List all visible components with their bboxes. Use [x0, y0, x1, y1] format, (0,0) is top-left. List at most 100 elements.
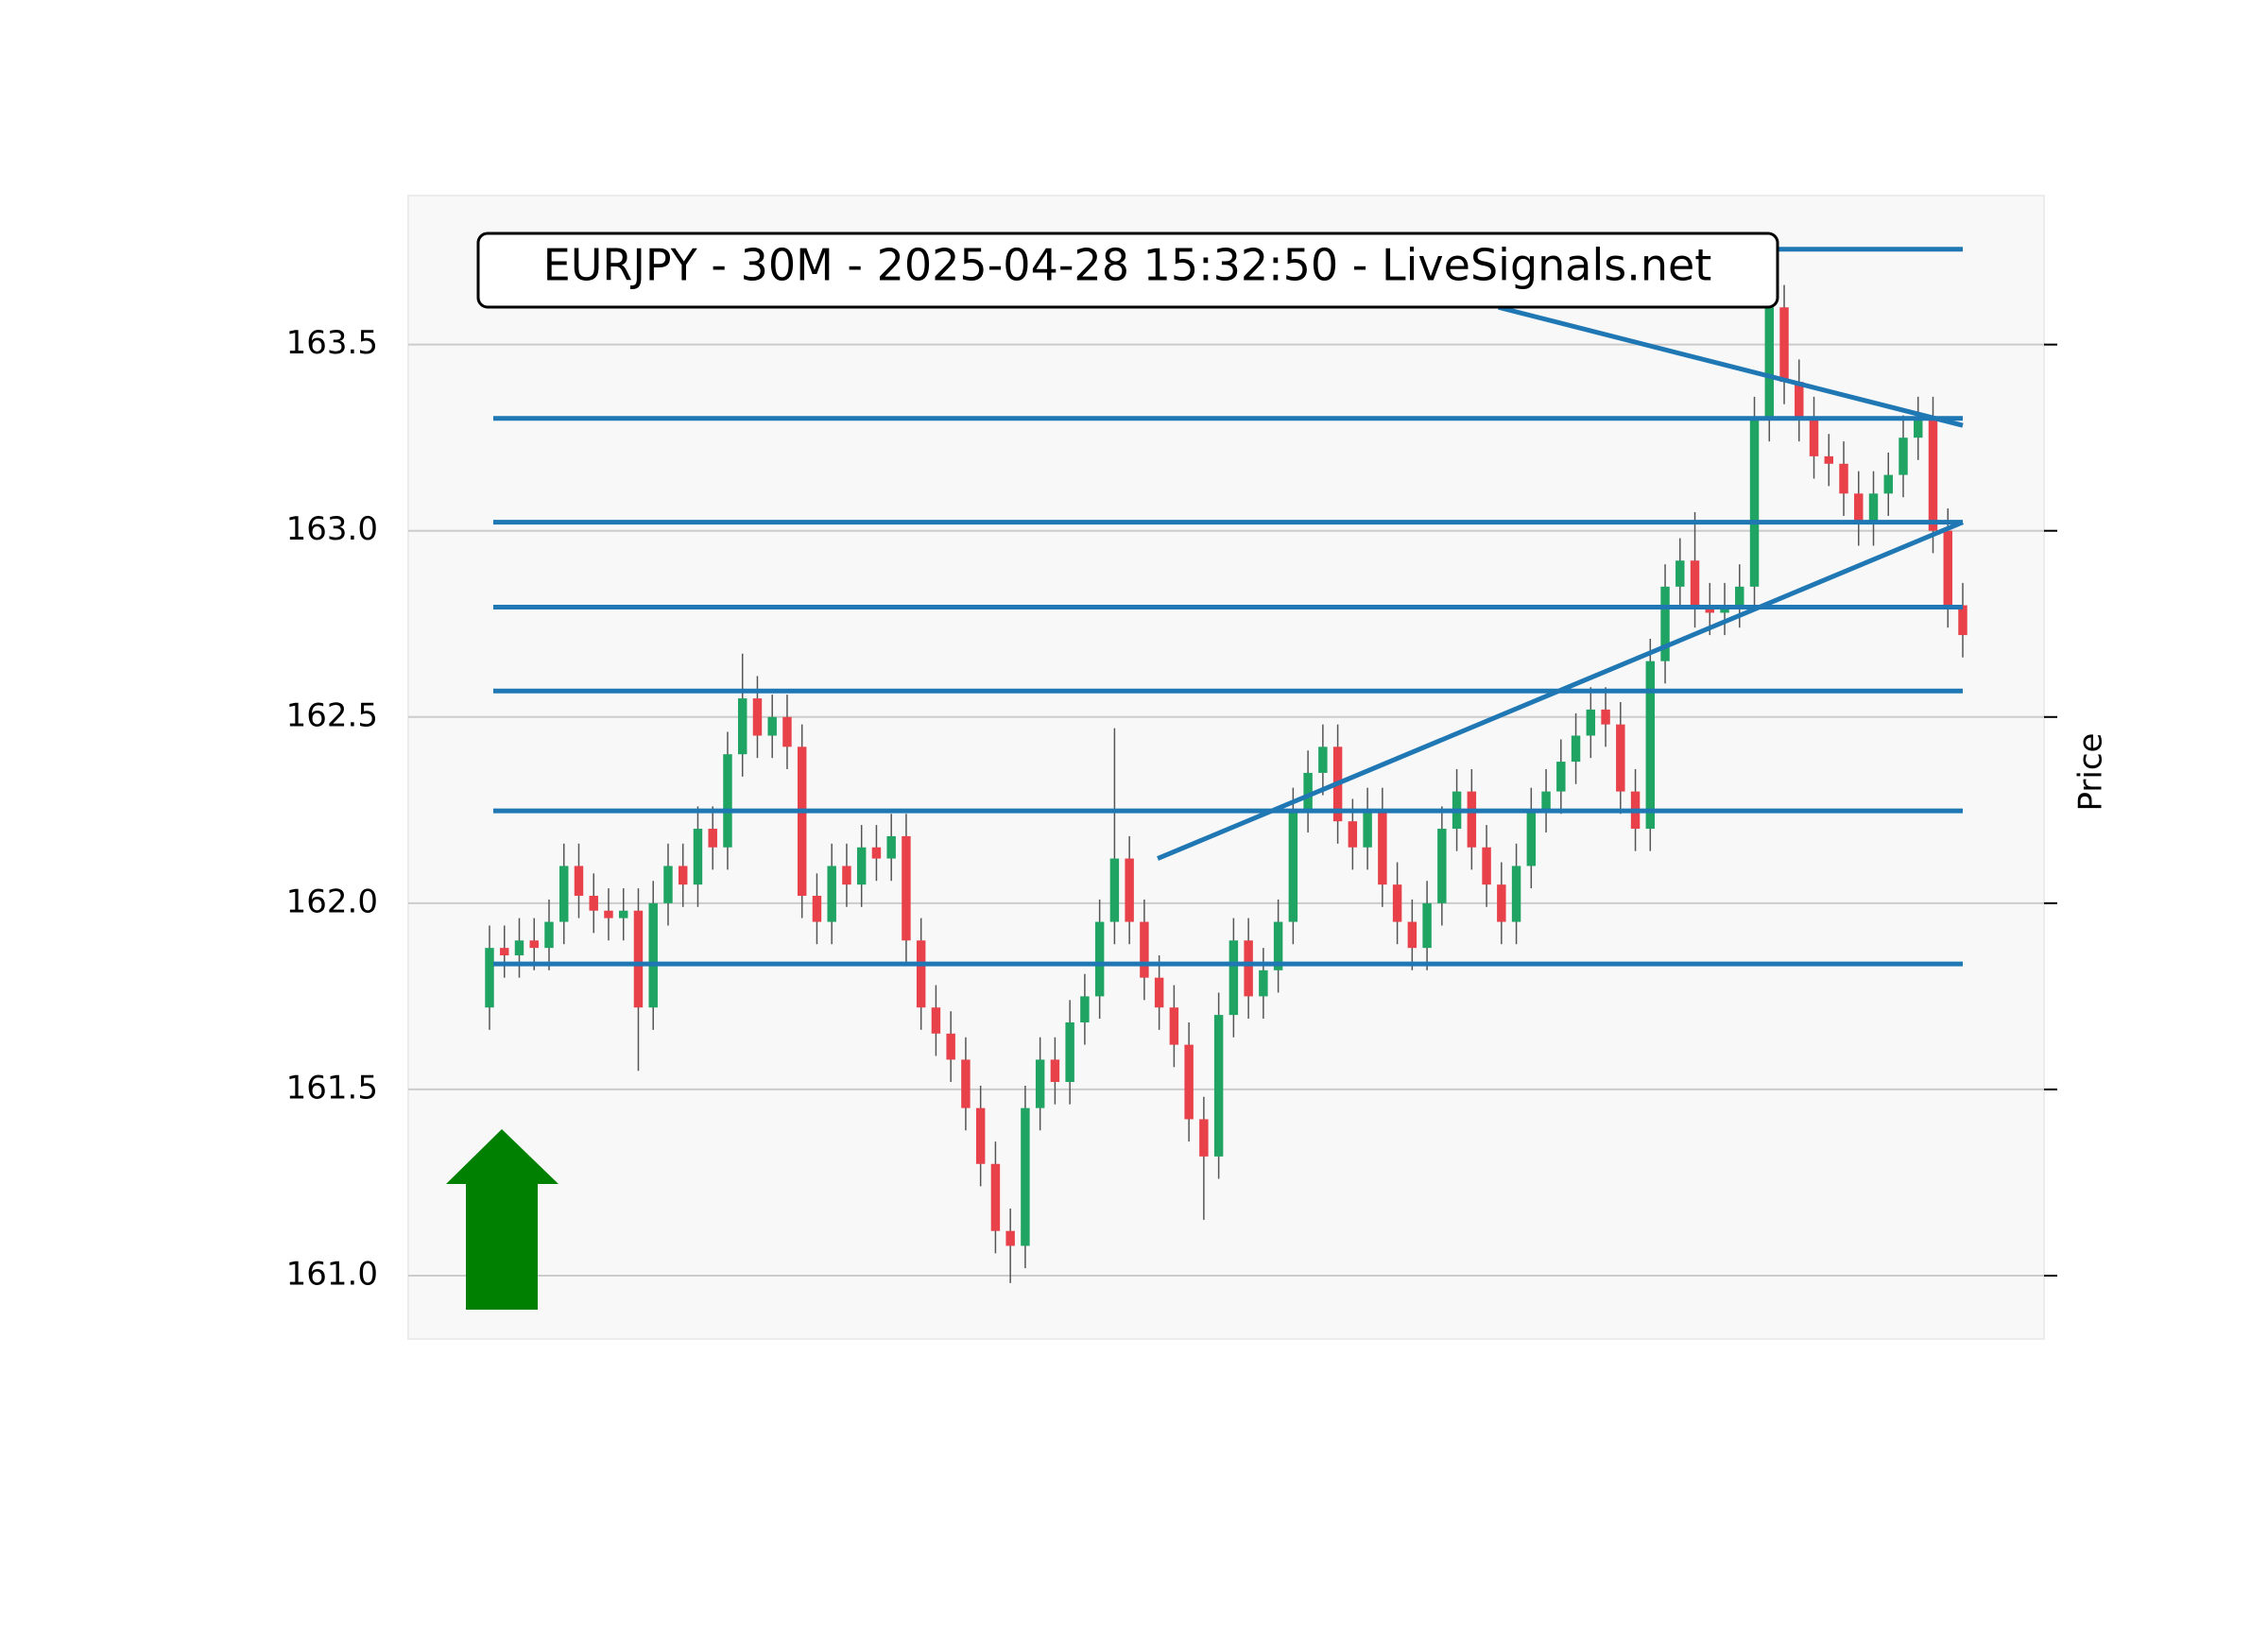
candle-body — [1363, 810, 1372, 848]
candle-body — [1005, 1230, 1015, 1246]
candle-body — [1228, 940, 1239, 1016]
candle-body — [1050, 1059, 1060, 1083]
candle-body — [1288, 810, 1298, 922]
trend-line — [1498, 304, 1964, 428]
trend-line — [1157, 520, 1964, 861]
candle-body — [1378, 810, 1387, 885]
candle-body — [1140, 921, 1149, 978]
candle-body — [812, 895, 822, 922]
candle-body — [1213, 1015, 1224, 1157]
candle-body — [961, 1059, 971, 1108]
title-box — [476, 232, 1779, 309]
candle-body — [1749, 419, 1760, 587]
candle-body — [1021, 1107, 1030, 1246]
y-tick-label: 162.5 — [286, 696, 378, 734]
candle-body — [1199, 1119, 1209, 1157]
candle-body — [1080, 996, 1090, 1022]
candle-body — [1958, 605, 1967, 636]
candle-body — [1735, 586, 1744, 606]
candle-body — [1184, 1044, 1194, 1120]
candle-body — [633, 910, 644, 1008]
candle-body — [856, 847, 867, 885]
candle-body — [1571, 735, 1581, 763]
candle-body — [1303, 772, 1313, 811]
candle-body — [767, 716, 777, 736]
candle-body — [1422, 902, 1432, 949]
candle-body — [485, 948, 494, 1008]
candle-body — [1125, 858, 1134, 922]
candle-body — [1883, 474, 1893, 494]
candle-body — [1779, 307, 1789, 383]
candle-body — [1467, 791, 1477, 848]
candle-body — [1259, 969, 1268, 997]
candle-body — [842, 866, 851, 885]
y-tick-label: 162.0 — [286, 883, 378, 920]
candle-body — [827, 866, 836, 922]
candle-body — [1244, 940, 1253, 997]
candle-body — [1660, 586, 1670, 661]
candle-body — [1526, 810, 1537, 866]
candle-body — [1556, 762, 1566, 792]
grid: 161.0 161.5 162.0 162.5 163.0 163.5 — [286, 324, 2057, 1293]
candle-body — [663, 866, 673, 903]
candle-body — [1586, 709, 1596, 736]
y-tick-label: 163.5 — [286, 324, 378, 362]
candle-body — [1914, 419, 1923, 438]
y-tick-label: 163.0 — [286, 510, 378, 548]
candle-body — [708, 829, 717, 848]
candle-body — [1392, 884, 1402, 922]
y-tick-label: 161.0 — [286, 1255, 378, 1293]
candles — [485, 262, 1967, 1283]
candle-body — [946, 1033, 955, 1060]
candle-body — [1348, 821, 1358, 848]
candle-body — [916, 940, 926, 1008]
candle-body — [1809, 419, 1819, 456]
candle-body — [1065, 1021, 1074, 1083]
candle-body — [975, 1107, 986, 1164]
candle-body — [500, 948, 509, 956]
candle-body — [1690, 560, 1700, 606]
candle-body — [1645, 661, 1656, 830]
candle-body — [544, 921, 554, 949]
candle-body — [782, 716, 792, 747]
candle-body — [1437, 829, 1447, 903]
signal-arrow — [446, 1129, 558, 1310]
candle-body — [619, 910, 628, 918]
candle-body — [1497, 884, 1506, 922]
chart-title: EURJPY - 30M - 2025-04-28 15:32:50 - Liv… — [543, 240, 1712, 291]
candle-body — [737, 698, 747, 755]
candle-body — [1928, 419, 1938, 531]
candle-body — [723, 754, 732, 848]
candle-body — [1407, 921, 1418, 949]
candle-body — [574, 866, 584, 896]
candle-body — [797, 746, 807, 896]
candle-body — [678, 866, 688, 885]
candle-body — [648, 902, 658, 1008]
candle-body — [1601, 709, 1610, 725]
candle-body — [1511, 866, 1521, 922]
candle-body — [1616, 724, 1625, 792]
candle-body — [1839, 463, 1848, 494]
candle-body — [902, 835, 911, 941]
candle-body — [1154, 977, 1164, 1008]
candle-body — [1899, 438, 1908, 475]
candle-body — [1109, 858, 1120, 922]
candle-body — [589, 895, 598, 911]
candle-body — [1868, 493, 1879, 523]
candle-body — [1318, 746, 1328, 773]
candle-body — [931, 1007, 941, 1034]
y-axis-label: Price — [2072, 733, 2110, 812]
candle-body — [1035, 1059, 1045, 1108]
candle-body — [1094, 921, 1105, 997]
candle-body — [1675, 560, 1685, 587]
y-tick-label: 161.5 — [286, 1069, 378, 1107]
candle-body — [1854, 493, 1864, 523]
candle-body — [1273, 921, 1283, 970]
candle-body — [990, 1163, 1001, 1231]
candle-body — [1541, 791, 1551, 811]
candle-body — [1943, 530, 1952, 606]
candle-body — [693, 829, 703, 885]
candle-body — [1795, 382, 1804, 420]
candle-body — [1764, 307, 1775, 420]
